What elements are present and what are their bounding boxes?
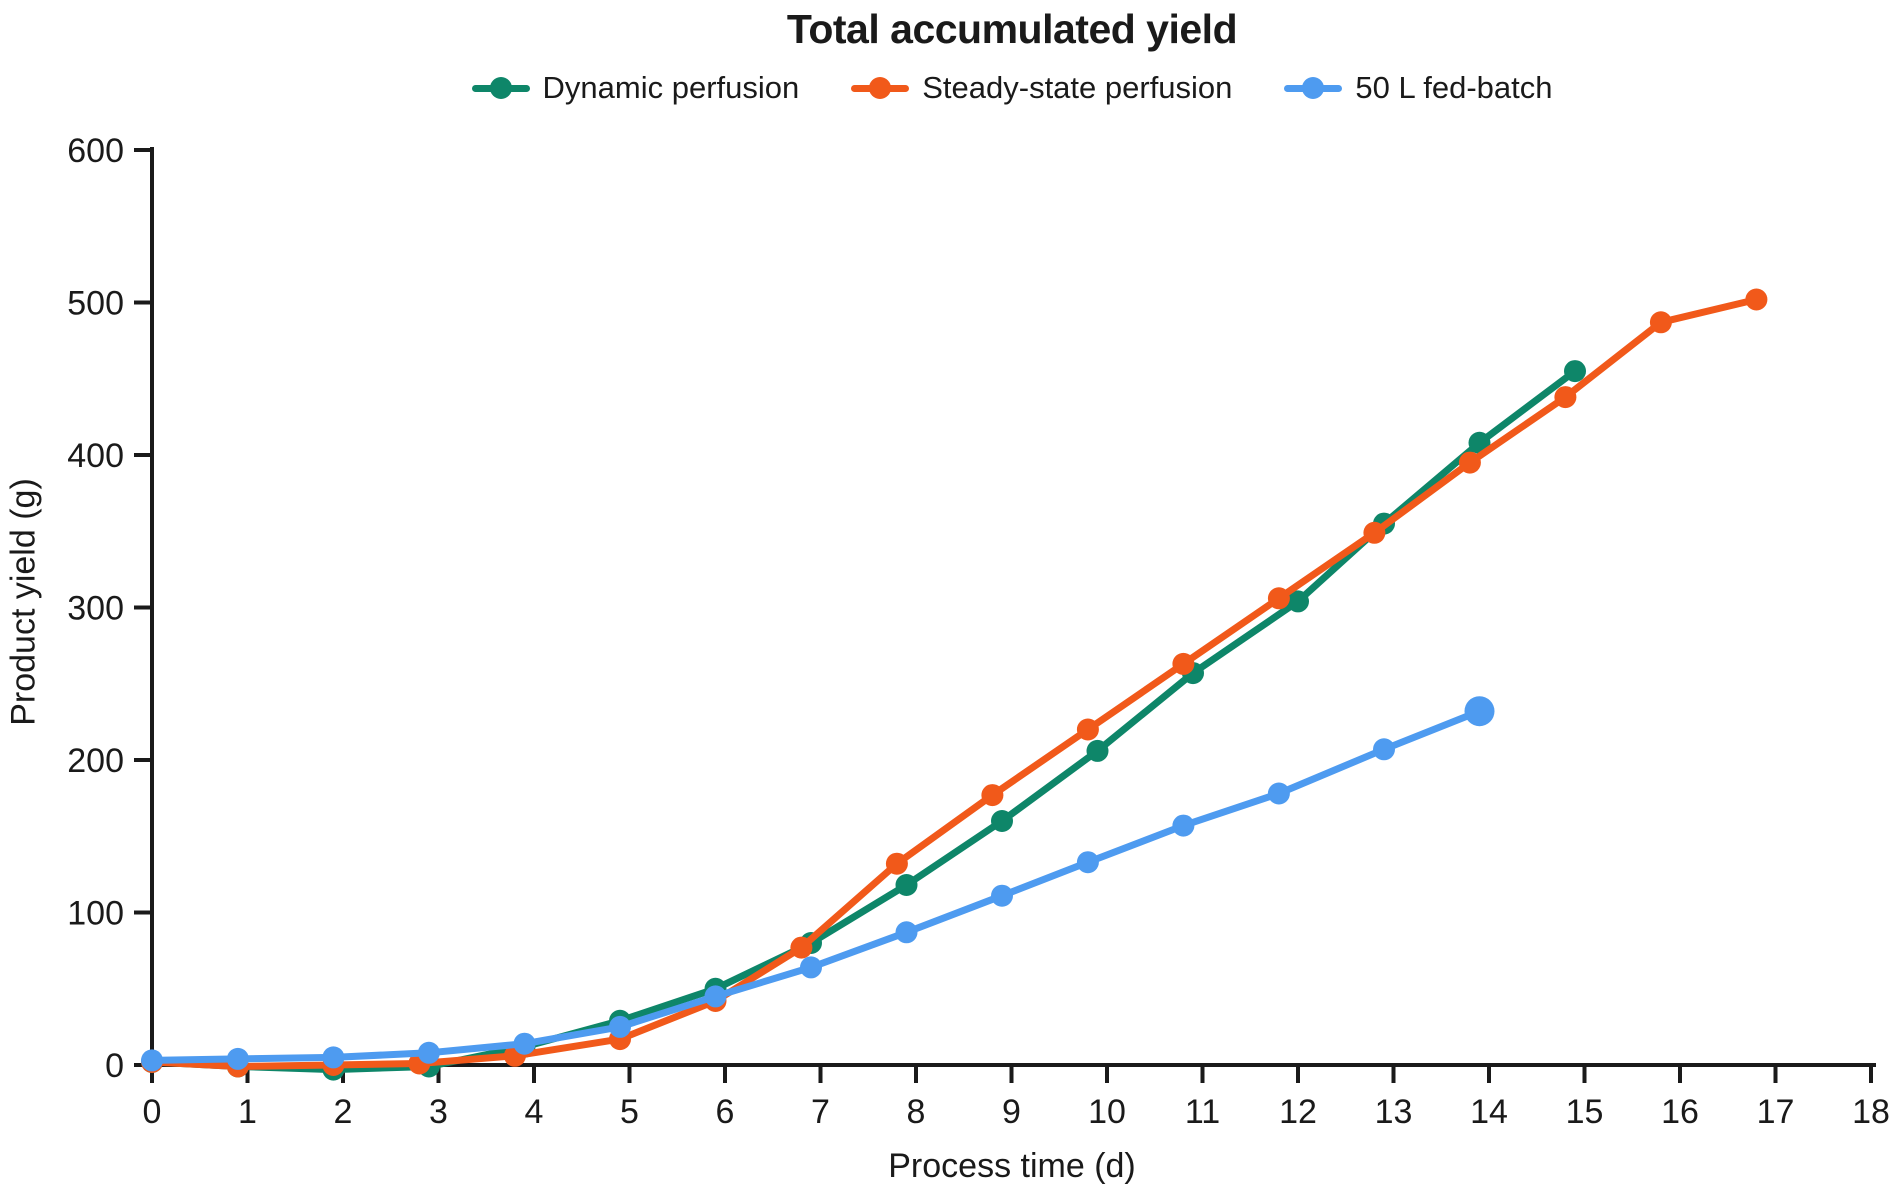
legend-marker-icon — [471, 76, 530, 100]
legend-marker-icon — [851, 76, 910, 100]
data-point-50-l-fed-batch — [513, 1032, 536, 1055]
data-point-steady-state-perfusion — [1172, 652, 1195, 675]
y-tick-label: 200 — [67, 742, 124, 780]
legend-item-steady-state-perfusion: Steady-state perfusion — [851, 70, 1232, 106]
x-tick-label: 8 — [907, 1093, 926, 1131]
legend: Dynamic perfusion Steady-state perfusion… — [152, 70, 1872, 106]
data-point-50-l-fed-batch — [1076, 851, 1099, 874]
x-tick-label: 9 — [1002, 1093, 1021, 1131]
legend-item-dynamic-perfusion: Dynamic perfusion — [471, 70, 800, 106]
y-tick-label: 600 — [67, 132, 124, 170]
y-tick-label: 500 — [67, 285, 124, 323]
data-point-50-l-fed-batch — [322, 1046, 345, 1069]
x-tick-label: 15 — [1566, 1093, 1604, 1131]
data-point-dynamic-perfusion — [1086, 739, 1109, 762]
data-point-steady-state-perfusion — [885, 852, 908, 875]
data-point-50-l-fed-batch — [141, 1049, 163, 1072]
data-point-steady-state-perfusion — [1076, 718, 1099, 741]
y-tick-label: 100 — [67, 895, 124, 933]
x-tick-label: 1 — [238, 1093, 257, 1131]
data-point-dynamic-perfusion — [991, 810, 1013, 832]
x-tick-label: 3 — [429, 1093, 448, 1131]
series-line-dynamic-perfusion — [148, 367, 1579, 1074]
x-tick-label: 5 — [620, 1093, 639, 1131]
x-axis-title: Process time (d) — [888, 1147, 1136, 1185]
y-tick-label: 0 — [105, 1047, 124, 1085]
data-point-50-l-fed-batch — [1464, 696, 1495, 727]
x-tick-label: 4 — [525, 1093, 544, 1131]
y-tick-label: 400 — [67, 437, 124, 475]
legend-item-50l-fed-batch: 50 L fed-batch — [1284, 70, 1552, 106]
series-line-steady-state-perfusion — [148, 296, 1760, 1070]
data-point-50-l-fed-batch — [704, 985, 727, 1008]
legend-label: Dynamic perfusion — [542, 70, 800, 105]
x-tick-label: 7 — [811, 1093, 830, 1131]
legend-marker-icon — [1284, 76, 1343, 100]
y-axis-title: Product yield (g) — [4, 478, 43, 726]
data-point-50-l-fed-batch — [991, 884, 1013, 907]
x-tick-label: 17 — [1757, 1093, 1795, 1131]
chart-title: Total accumulated yield — [786, 6, 1238, 52]
data-point-steady-state-perfusion — [1649, 311, 1672, 334]
x-tick-label: 0 — [143, 1093, 162, 1131]
data-point-50-l-fed-batch — [1267, 782, 1290, 805]
data-point-steady-state-perfusion — [1267, 587, 1290, 610]
x-tick-label: 14 — [1470, 1093, 1508, 1131]
data-point-50-l-fed-batch — [895, 921, 918, 944]
data-point-steady-state-perfusion — [981, 784, 1004, 807]
x-tick-label: 10 — [1088, 1093, 1126, 1131]
x-tick-label: 12 — [1279, 1093, 1317, 1131]
x-tick-label: 11 — [1185, 1093, 1220, 1131]
data-point-50-l-fed-batch — [226, 1047, 249, 1070]
legend-label: 50 L fed-batch — [1355, 70, 1553, 105]
data-point-dynamic-perfusion — [1287, 590, 1309, 613]
x-tick-label: 6 — [716, 1093, 735, 1131]
x-tick-label: 2 — [334, 1093, 353, 1131]
data-point-50-l-fed-batch — [1172, 814, 1195, 837]
data-point-steady-state-perfusion — [1363, 521, 1386, 544]
x-tick-label: 16 — [1661, 1093, 1699, 1131]
series-line-50-l-fed-batch — [148, 707, 1483, 1064]
data-point-50-l-fed-batch — [1373, 738, 1395, 761]
y-tick-label: 300 — [67, 590, 124, 628]
data-point-steady-state-perfusion — [790, 936, 813, 959]
legend-label: Steady-state perfusion — [922, 70, 1233, 105]
data-point-steady-state-perfusion — [1554, 386, 1577, 409]
x-tick-label: 13 — [1375, 1093, 1413, 1131]
data-point-dynamic-perfusion — [895, 874, 918, 896]
data-point-50-l-fed-batch — [609, 1015, 631, 1038]
data-point-steady-state-perfusion — [1458, 451, 1481, 474]
data-point-dynamic-perfusion — [1564, 360, 1586, 383]
data-point-steady-state-perfusion — [1745, 288, 1768, 311]
x-tick-label: 18 — [1852, 1093, 1890, 1131]
data-point-50-l-fed-batch — [800, 956, 822, 979]
data-point-50-l-fed-batch — [417, 1041, 440, 1064]
